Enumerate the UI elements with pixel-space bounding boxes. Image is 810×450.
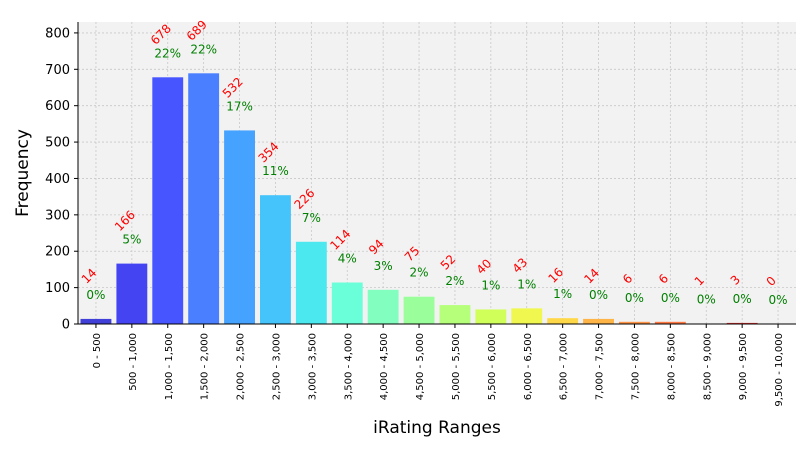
y-ticks: 0 100 200 300 400 500 600 700 800 xyxy=(45,26,78,333)
percent-label: 5% xyxy=(122,233,141,247)
x-tick-label: 4,000 - 4,500 xyxy=(379,333,390,400)
y-tick-label: 700 xyxy=(45,63,70,78)
percent-label: 4% xyxy=(338,252,357,266)
x-tick-label: 7,000 - 7,500 xyxy=(595,333,606,400)
percent-label: 17% xyxy=(226,99,253,113)
bar xyxy=(367,289,399,324)
percent-label: 11% xyxy=(262,164,289,178)
percent-label: 2% xyxy=(410,266,429,280)
x-tick-label: 9,000 - 9,500 xyxy=(738,333,749,400)
x-tick-label: 8,000 - 8,500 xyxy=(666,333,677,400)
percent-label: 0% xyxy=(769,293,788,307)
percent-label: 1% xyxy=(517,277,536,291)
bar xyxy=(619,321,650,324)
bar xyxy=(654,321,686,324)
x-tick-label: 2,500 - 3,000 xyxy=(271,333,282,400)
bar xyxy=(260,195,291,324)
bar xyxy=(547,318,579,324)
percent-label: 22% xyxy=(190,42,217,56)
percent-label: 22% xyxy=(154,46,181,60)
bar xyxy=(152,77,184,324)
x-tick-label: 1,500 - 2,000 xyxy=(200,333,211,400)
percent-label: 0% xyxy=(86,288,105,302)
percent-label: 0% xyxy=(589,288,608,302)
bar xyxy=(475,309,507,324)
x-tick-label: 4,500 - 5,000 xyxy=(415,333,426,400)
x-tick-label: 8,500 - 9,000 xyxy=(702,333,713,400)
y-tick-label: 100 xyxy=(45,281,70,296)
x-tick-label: 0 - 500 xyxy=(92,333,103,368)
percent-label: 2% xyxy=(445,274,464,288)
percent-label: 0% xyxy=(697,293,716,307)
y-tick-label: 0 xyxy=(62,318,70,333)
bar xyxy=(224,130,255,324)
plot-background xyxy=(78,22,796,324)
percent-label: 7% xyxy=(302,211,321,225)
bar xyxy=(439,305,471,324)
axes xyxy=(77,22,796,325)
bar xyxy=(583,318,614,324)
x-tick-label: 500 - 1,000 xyxy=(128,333,139,391)
percent-label: 1% xyxy=(553,287,572,301)
y-tick-label: 800 xyxy=(45,26,70,41)
bar xyxy=(80,318,112,324)
x-ticks: 0 - 500 500 - 1,000 1,000 - 1,500 1,500 - 2… xyxy=(92,324,785,407)
x-tick-label: 6,500 - 7,000 xyxy=(559,333,570,400)
x-tick-label: 7,500 - 8,000 xyxy=(630,333,641,400)
bar xyxy=(116,263,148,324)
x-tick-label: 1,000 - 1,500 xyxy=(164,333,175,400)
bar xyxy=(403,296,435,324)
x-tick-label: 5,500 - 6,000 xyxy=(487,333,498,400)
y-tick-label: 200 xyxy=(45,245,70,260)
y-axis-title: Frequency xyxy=(13,129,33,217)
x-tick-label: 6,000 - 6,500 xyxy=(523,333,534,400)
percent-label: 3% xyxy=(374,259,393,273)
bar xyxy=(188,73,220,324)
y-tick-label: 400 xyxy=(45,172,70,187)
percent-label: 0% xyxy=(733,292,752,306)
bar xyxy=(511,308,543,324)
percent-label: 1% xyxy=(481,278,500,292)
bar xyxy=(295,241,327,324)
bars xyxy=(80,73,758,324)
y-tick-label: 500 xyxy=(45,136,70,151)
x-tick-label: 9,500 - 10,000 xyxy=(774,333,785,407)
percent-label: 0% xyxy=(625,291,644,305)
y-tick-label: 600 xyxy=(45,99,70,114)
x-tick-label: 3,500 - 4,000 xyxy=(343,333,354,400)
x-axis-title: iRating Ranges xyxy=(373,418,501,438)
x-tick-label: 3,000 - 3,500 xyxy=(307,333,318,400)
percent-label: 0% xyxy=(661,291,680,305)
x-tick-label: 5,000 - 5,500 xyxy=(451,333,462,400)
y-tick-label: 300 xyxy=(45,208,70,223)
bar xyxy=(331,282,363,324)
x-tick-label: 2,000 - 2,500 xyxy=(236,333,247,400)
bar xyxy=(726,322,758,324)
